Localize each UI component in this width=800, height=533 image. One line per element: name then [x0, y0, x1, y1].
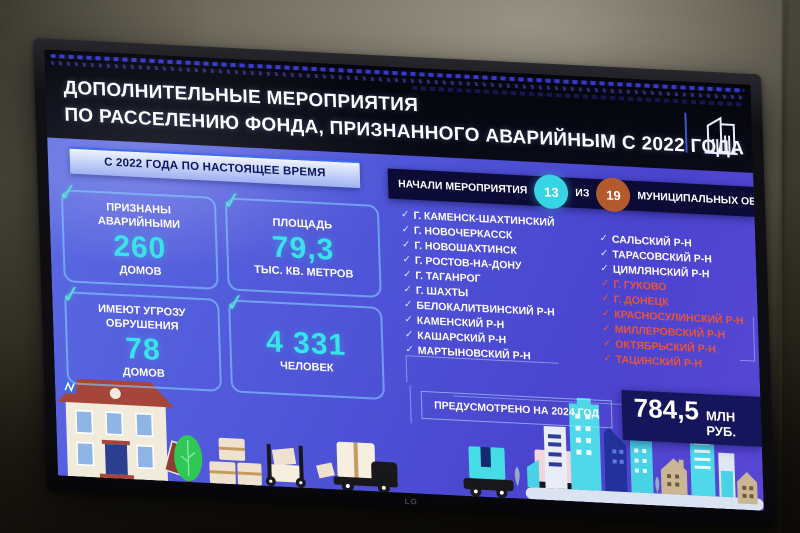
check-icon: ✓ [601, 293, 611, 305]
check-icon: ✓ [600, 263, 610, 275]
check-icon: ✓ [403, 299, 413, 311]
stat-unit: ДОМОВ [119, 263, 162, 279]
budget-unit: МЛН РУБ. [705, 408, 737, 440]
handcart-illustration [265, 444, 306, 488]
cart-cyan-box-illustration [463, 446, 514, 499]
stat-unit: ТЫС. КВ. МЕТРОВ [254, 263, 354, 281]
stat-value: 260 [112, 229, 167, 266]
budget-value-box: 784,5 МЛН РУБ. [621, 389, 762, 447]
check-icon: ✓ [400, 209, 410, 221]
check-icon: ✓ [603, 353, 612, 365]
stat-card-collapse-risk: ✓ ИМЕЮТ УГРОЗУ ОБРУШЕНИЯ 78 ДОМОВ [59, 281, 222, 392]
municipalities-columns: ✓ Г. КАМЕНСК-ШАХТИНСКИЙ ✓ Г. НОВОЧЕРКАССК … [389, 208, 760, 376]
check-icon: ✓ [599, 248, 609, 260]
check-icon: ✓ [601, 308, 611, 320]
check-icon: ✓ [59, 280, 84, 310]
check-icon: ✓ [599, 233, 609, 245]
started-count-badge: 13 [533, 173, 569, 210]
slide-body: С 2022 ГОДА ПО НАСТОЯЩЕЕ ВРЕМЯ ✓ ПРИЗНАН… [47, 137, 764, 511]
slide-header: ДОПОЛНИТЕЛЬНЫЕ МЕРОПРИЯТИЯ ПО РАССЕЛЕНИЮ… [44, 49, 754, 173]
stats-panel: С 2022 ГОДА ПО НАСТОЯЩЕЕ ВРЕМЯ ✓ ПРИЗНАН… [56, 146, 387, 401]
moving-day-illustration [57, 378, 764, 511]
tree-illustration [174, 435, 203, 483]
header-divider [684, 112, 688, 153]
tv-screen: ДОПОЛНИТЕЛЬНЫЕ МЕРОПРИЯТИЯ ПО РАССЕЛЕНИЮ… [44, 49, 764, 511]
stat-unit: ДОМОВ [122, 365, 166, 381]
check-icon: ✓ [404, 329, 414, 341]
boxes-illustration [209, 437, 262, 486]
bar-suffix: МУНИЦИПАЛЬНЫХ ОБРАЗОВАНИЙ [637, 190, 764, 212]
check-icon: ✓ [403, 284, 413, 296]
municipalities-column-1: ✓ Г. КАМЕНСК-ШАХТИНСКИЙ ✓ Г. НОВОЧЕРКАССК … [401, 208, 604, 367]
buildings-logo-icon [704, 116, 738, 156]
municipality-label: ТАЦИНСКИЙ Р-Н [615, 353, 703, 370]
check-icon: ✓ [401, 224, 411, 236]
bar-prefix: НАЧАЛИ МЕРОПРИЯТИЯ [397, 178, 528, 197]
check-icon: ✓ [402, 269, 412, 281]
stat-card-people: ✓ 4 331 ЧЕЛОВЕК [223, 289, 386, 401]
total-count-badge: 19 [595, 176, 631, 213]
period-header: С 2022 ГОДА ПО НАСТОЯЩЕЕ ВРЕМЯ [69, 146, 361, 189]
municipalities-panel: НАЧАЛИ МЕРОПРИЯТИЯ 13 ИЗ 19 МУНИЦИПАЛЬНЫ… [387, 168, 764, 447]
city-skyline-illustration [514, 397, 764, 511]
tv-brand-logo: LG [404, 496, 418, 507]
stat-label: ИМЕЮТ УГРОЗУ ОБРУШЕНИЯ [97, 302, 186, 333]
bar-of-word: ИЗ [575, 186, 590, 200]
stat-value: 79,3 [271, 230, 335, 267]
check-icon: ✓ [219, 186, 244, 216]
stat-label: ПРИЗНАНЫ АВАРИЙНЫМИ [97, 201, 181, 231]
check-icon: ✓ [602, 338, 612, 350]
check-icon: ✓ [222, 288, 247, 318]
header-right-group [684, 112, 738, 157]
budget-label-box: ПРЕДУСМОТРЕНО НА 2024 ГОД [420, 390, 613, 429]
check-icon: ✓ [55, 178, 81, 208]
wall-corner-shadow [782, 0, 800, 533]
truck-illustration [316, 441, 398, 494]
stat-value: 78 [124, 332, 162, 367]
budget-value: 784,5 [633, 392, 700, 426]
check-icon: ✓ [402, 254, 412, 266]
stat-card-recognized: ✓ ПРИЗНАНЫ АВАРИЙНЫМИ 260 ДОМОВ [56, 179, 219, 290]
check-icon: ✓ [600, 278, 610, 290]
stat-cards-grid: ✓ ПРИЗНАНЫ АВАРИЙНЫМИ 260 ДОМОВ ✓ ПЛОЩАД… [56, 179, 387, 401]
tv-frame: ДОПОЛНИТЕЛЬНЫЕ МЕРОПРИЯТИЯ ПО РАССЕЛЕНИЮ… [33, 38, 776, 527]
check-icon: ✓ [404, 314, 413, 326]
stat-unit: ЧЕЛОВЕК [279, 359, 334, 375]
house-illustration [57, 378, 190, 482]
stat-card-area: ✓ ПЛОЩАДЬ 79,3 ТЫС. КВ. МЕТРОВ [219, 187, 382, 299]
stat-value: 4 331 [265, 325, 347, 363]
check-icon: ✓ [602, 323, 611, 335]
check-icon: ✓ [401, 239, 411, 251]
municipalities-column-2: ✓ САЛЬСКИЙ Р-Н ✓ ТАРАСОВСКИЙ Р-Н ✓ ЦИМЛЯНСК… [599, 232, 745, 375]
corner-bracket-line [738, 315, 756, 362]
